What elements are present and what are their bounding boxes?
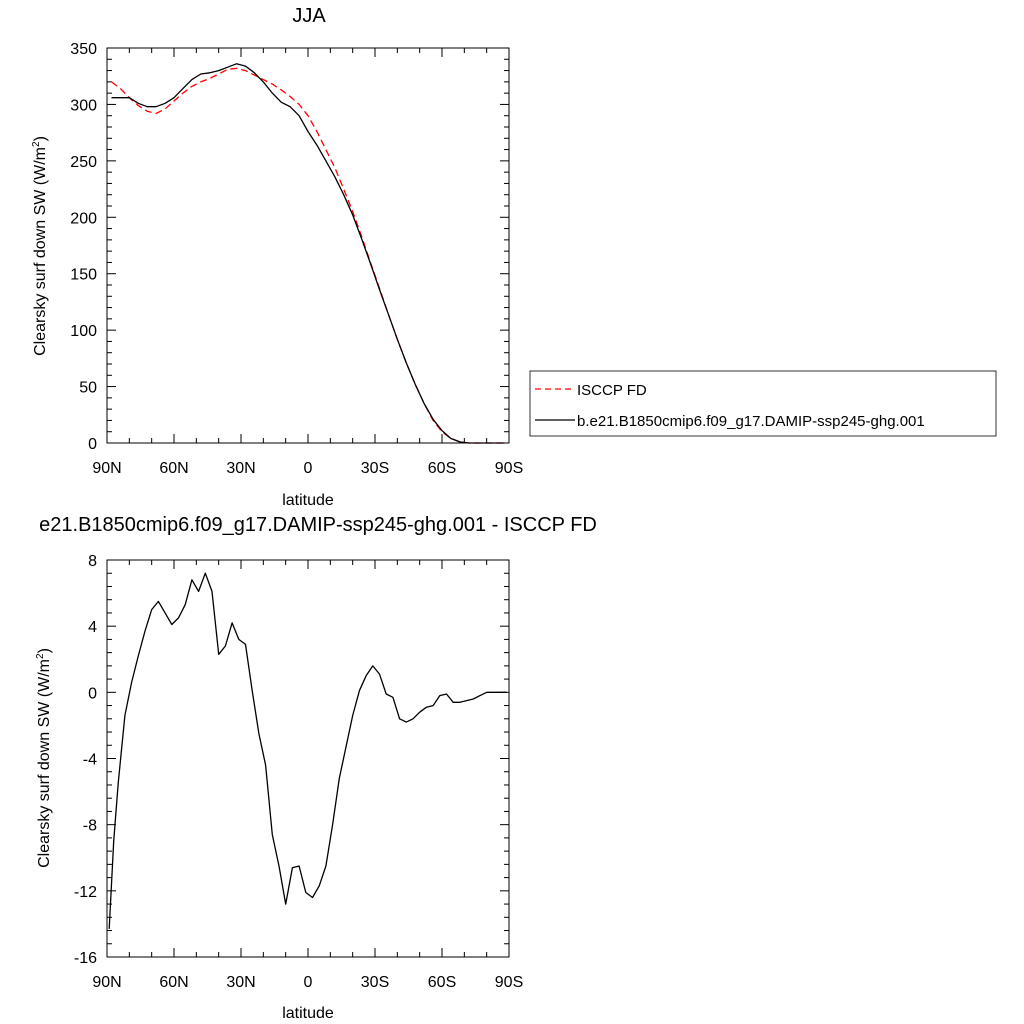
top-x-tick-label: 30S xyxy=(361,460,389,477)
bottom-y-tick-label: -4 xyxy=(83,752,97,769)
bottom-x-axis-label: latitude xyxy=(282,1005,334,1022)
bottom-y-axis-label: Clearsky surf down SW (W/m2) xyxy=(35,648,53,868)
top-y-tick-label: 350 xyxy=(70,41,97,58)
bottom-y-tick-label: 4 xyxy=(88,619,97,636)
bottom-y-tick-label: 8 xyxy=(88,553,97,570)
top-x-tick-label: 90N xyxy=(92,460,121,477)
bottom-chart-ticks: 90N 60N 30N 0 30S 60S 90S -16 -12 -8 -4 0 4 8 xyxy=(74,553,523,991)
top-y-tick-label: 100 xyxy=(70,323,97,340)
top-chart-panel: JJA 90N 60N 30N 0 30S 60S 90S 0 50 100 150 200 250 30… xyxy=(31,5,523,509)
bottom-plot-frame xyxy=(106,559,510,958)
top-plot-frame xyxy=(106,47,510,444)
top-chart-ticks: 90N 60N 30N 0 30S 60S 90S 0 50 100 150 200 250 300 350 xyxy=(70,41,523,477)
top-series-line-1 xyxy=(111,63,505,444)
legend-box xyxy=(529,370,997,437)
top-y-tick-label: 50 xyxy=(79,380,97,397)
bottom-y-tick-label: -8 xyxy=(83,818,97,835)
legend: ISCCP FD b.e21.B1850cmip6.f09_g17.DAMIP-… xyxy=(529,370,997,437)
top-y-axis-label: Clearsky surf down SW (W/m2) xyxy=(31,136,49,356)
bottom-y-tick-label: -16 xyxy=(74,950,97,967)
bottom-series-line-0 xyxy=(108,572,507,929)
bottom-x-tick-label: 30N xyxy=(226,974,255,991)
bottom-y-tick-label: 0 xyxy=(88,685,97,702)
top-y-tick-label: 250 xyxy=(70,154,97,171)
bottom-x-tick-label: 30S xyxy=(361,974,389,991)
top-y-tick-label: 200 xyxy=(70,210,97,227)
top-x-tick-label: 90S xyxy=(495,460,523,477)
bottom-y-tick-label: -12 xyxy=(74,884,97,901)
top-x-axis-label: latitude xyxy=(282,492,334,509)
top-x-tick-label: 60N xyxy=(159,460,188,477)
top-x-tick-label: 0 xyxy=(304,460,313,477)
top-series-line-0 xyxy=(111,67,505,444)
top-chart-title: JJA xyxy=(292,5,326,27)
top-x-tick-label: 30N xyxy=(226,460,255,477)
top-y-tick-label: 300 xyxy=(70,97,97,114)
top-y-tick-label: 150 xyxy=(70,267,97,284)
bottom-x-tick-label: 60N xyxy=(159,974,188,991)
top-chart-series xyxy=(111,63,505,444)
bottom-chart-series xyxy=(108,572,507,929)
top-y-tick-label: 0 xyxy=(88,436,97,453)
bottom-x-tick-label: 0 xyxy=(304,974,313,991)
bottom-x-tick-label: 90S xyxy=(495,974,523,991)
top-x-tick-label: 60S xyxy=(428,460,456,477)
legend-label-isccp: ISCCP FD xyxy=(577,382,647,399)
bottom-chart-panel: e21.B1850cmip6.f09_g17.DAMIP-ssp245-ghg.… xyxy=(35,514,597,1022)
bottom-chart-title: e21.B1850cmip6.f09_g17.DAMIP-ssp245-ghg.… xyxy=(39,514,597,536)
bottom-x-tick-label: 90N xyxy=(92,974,121,991)
legend-label-model: b.e21.B1850cmip6.f09_g17.DAMIP-ssp245-gh… xyxy=(577,413,925,430)
bottom-x-tick-label: 60S xyxy=(428,974,456,991)
